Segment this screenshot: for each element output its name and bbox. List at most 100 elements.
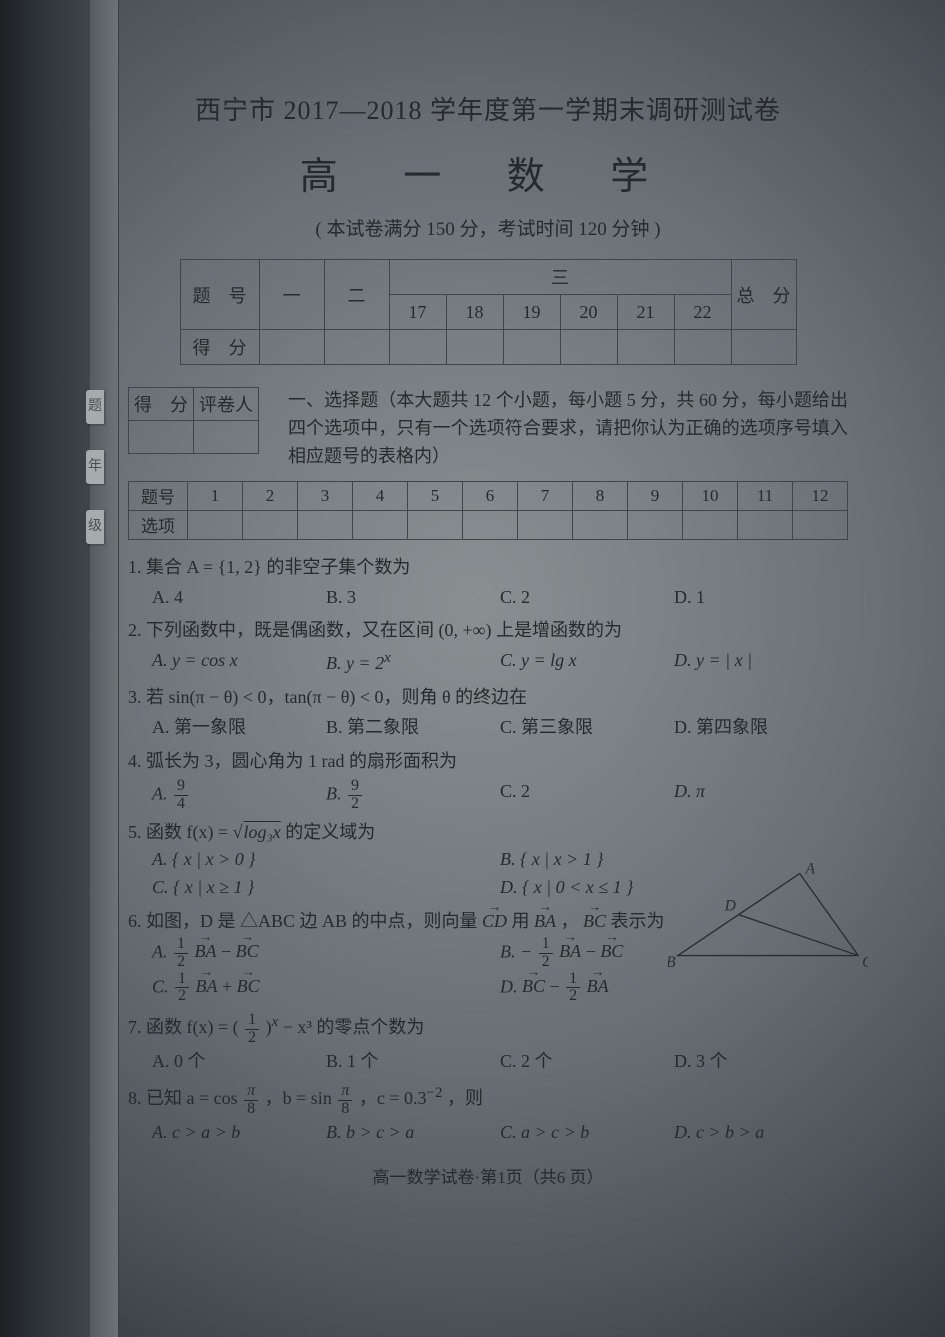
q4-opt-b: B. 92	[326, 778, 500, 813]
score-sub-18: 18	[446, 295, 503, 330]
ans-num: 1	[188, 481, 243, 510]
ans-num: 7	[518, 481, 573, 510]
q5-text-b: 的定义域为	[285, 822, 375, 842]
q2-opt-c: C. y = lg x	[500, 647, 674, 678]
mini-cell	[129, 421, 194, 454]
svg-text:D: D	[724, 898, 737, 915]
svg-text:A: A	[805, 862, 816, 878]
exam-info: ( 本试卷满分 150 分，考试时间 120 分钟 )	[128, 214, 848, 241]
score-cell	[560, 330, 617, 365]
q3-opt-c: C. 第三象限	[500, 714, 674, 742]
score-cell	[446, 330, 503, 365]
q8-opt-c: C. a > c > b	[500, 1119, 674, 1147]
score-cell	[617, 330, 674, 365]
q7: 7. 函数 f(x) = ( 12 )x − x³ 的零点个数为 A. 0 个 …	[128, 1011, 848, 1076]
q1-text: 1. 集合 A = {1, 2} 的非空子集个数为	[128, 557, 410, 577]
q1: 1. 集合 A = {1, 2} 的非空子集个数为 A. 4 B. 3 C. 2…	[128, 554, 848, 612]
exam-title: 西宁市 2017—2018 学年度第一学期末调研测试卷	[128, 90, 848, 127]
q3-text: 3. 若 sin(π − θ) < 0，tan(π − θ) < 0，则角 θ …	[128, 687, 527, 707]
ans-cell	[188, 510, 243, 539]
q8-text-d: ，则	[447, 1088, 483, 1108]
q3-opt-a: A. 第一象限	[152, 714, 326, 742]
score-cell	[259, 330, 324, 365]
mini-cell	[194, 421, 259, 454]
binding-shadow	[0, 0, 90, 1337]
q7-opt-c: C. 2 个	[500, 1048, 674, 1076]
edge-tab-3: 级	[86, 510, 104, 544]
q6-opt-d: D. BC − 12 BA	[500, 971, 848, 1006]
ans-num: 12	[793, 481, 848, 510]
ans-cell	[298, 510, 353, 539]
ans-row-label-1: 题号	[129, 481, 188, 510]
mini-score-label: 得 分	[129, 388, 194, 421]
q8-opt-d: D. c > b > a	[674, 1119, 848, 1147]
q2-opt-b: B. y = 2x	[326, 647, 500, 678]
page-footer: 高一数学试卷·第1页（共6 页）	[128, 1165, 848, 1191]
q2: 2. 下列函数中，既是偶函数，又在区间 (0, +∞) 上是增函数的为 A. y…	[128, 617, 848, 678]
binding-strip	[90, 0, 119, 1337]
q2-text: 2. 下列函数中，既是偶函数，又在区间 (0, +∞) 上是增函数的为	[128, 620, 622, 640]
q7-text-a: 7. 函数 f(x) = (	[128, 1017, 243, 1037]
ans-cell	[793, 510, 848, 539]
content-area: 西宁市 2017—2018 学年度第一学期末调研测试卷 高 一 数 学 ( 本试…	[128, 70, 848, 1192]
score-cell	[324, 330, 389, 365]
score-table: 题 号 一 二 三 总 分 17 18 19 20 21 22 得 分	[180, 259, 797, 365]
ans-num: 3	[298, 481, 353, 510]
q4: 4. 弧长为 3，圆心角为 1 rad 的扇形面积为 A. 94 B. 92 C…	[128, 748, 848, 812]
q3-opt-b: B. 第二象限	[326, 714, 500, 742]
triangle-figure: A B C D	[668, 862, 868, 972]
score-col-1: 一	[259, 260, 324, 330]
ans-num: 8	[573, 481, 628, 510]
score-sub-17: 17	[389, 295, 446, 330]
ans-num: 10	[683, 481, 738, 510]
score-row-label-2: 得 分	[180, 330, 259, 365]
score-total-label: 总 分	[731, 260, 796, 330]
score-cell	[731, 330, 796, 365]
ans-cell	[738, 510, 793, 539]
q7-text-c: − x³ 的零点个数为	[283, 1017, 425, 1037]
ans-num: 6	[463, 481, 518, 510]
q6-opt-c: C. 12 BA + BC	[152, 971, 500, 1006]
q4-opt-d: D. π	[674, 778, 848, 813]
ans-num: 4	[353, 481, 408, 510]
q8-opt-a: A. c > a > b	[152, 1119, 326, 1147]
ans-cell	[463, 510, 518, 539]
svg-text:B: B	[668, 954, 676, 971]
q2-opt-a: A. y = cos x	[152, 647, 326, 678]
score-col-3: 三	[389, 260, 731, 295]
q6-vec-cd: CD	[482, 908, 507, 936]
score-col-2: 二	[324, 260, 389, 330]
ans-row-label-2: 选项	[129, 510, 188, 539]
ans-cell	[518, 510, 573, 539]
ans-num: 9	[628, 481, 683, 510]
q7-opt-b: B. 1 个	[326, 1048, 500, 1076]
edge-tab-2: 年	[86, 450, 104, 484]
score-cell	[503, 330, 560, 365]
mini-reviewer-label: 评卷人	[194, 388, 259, 421]
q5-root: log₃x	[243, 822, 281, 842]
q7-opt-d: D. 3 个	[674, 1048, 848, 1076]
q5-opt-a: A. { x | x > 0 }	[152, 846, 500, 874]
ans-num: 11	[738, 481, 793, 510]
q2-opt-d: D. y = | x |	[674, 647, 848, 678]
q5-opt-c: C. { x | x ≥ 1 }	[152, 874, 500, 902]
q8-text-a: 8. 已知 a = cos	[128, 1088, 242, 1108]
score-sub-20: 20	[560, 295, 617, 330]
q4-opt-a: A. 94	[152, 778, 326, 813]
ans-cell	[243, 510, 298, 539]
ans-cell	[353, 510, 408, 539]
reviewer-box: 得 分 评卷人	[128, 387, 259, 454]
score-cell	[389, 330, 446, 365]
q8-text-b: ，b = sin	[265, 1088, 337, 1108]
q7-opt-a: A. 0 个	[152, 1048, 326, 1076]
edge-tab-1: 题	[86, 390, 104, 424]
page: 题 年 级 西宁市 2017—2018 学年度第一学期末调研测试卷 高 一 数 …	[0, 0, 945, 1337]
svg-text:C: C	[862, 954, 868, 971]
subject: 高 一 数 学	[128, 145, 848, 200]
q8: 8. 已知 a = cos π8 ，b = sin π8 ，c = 0.3−2 …	[128, 1082, 848, 1147]
ans-cell	[683, 510, 738, 539]
ans-cell	[628, 510, 683, 539]
score-row-label-1: 题 号	[180, 260, 259, 330]
q6-text-a: 6. 如图，D 是 △ABC 边 AB 的中点，则向量	[128, 911, 482, 931]
q1-opt-b: B. 3	[326, 584, 500, 612]
